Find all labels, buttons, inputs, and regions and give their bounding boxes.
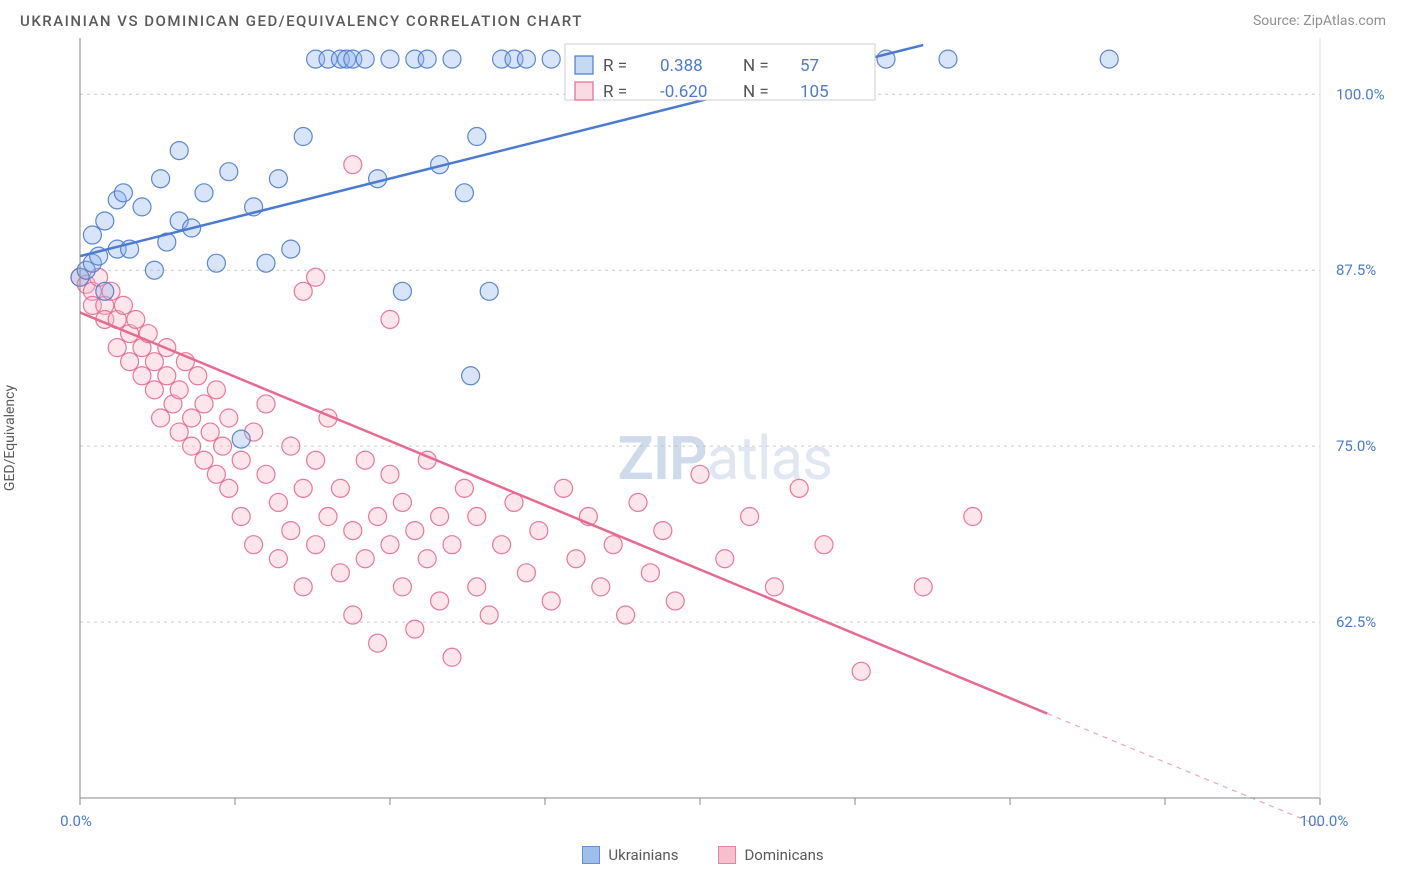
legend-label: Dominicans	[744, 846, 823, 864]
chart-title: UKRAINIAN VS DOMINICAN GED/EQUIVALENCY C…	[20, 12, 583, 30]
svg-text:N =: N =	[743, 82, 769, 102]
svg-text:R =: R =	[603, 82, 627, 102]
svg-text:R =: R =	[603, 56, 627, 76]
svg-text:100.0%: 100.0%	[1300, 812, 1349, 830]
source-label: Source: ZipAtlas.com	[1253, 13, 1386, 29]
svg-text:0.0%: 0.0%	[60, 812, 92, 830]
svg-text:87.5%: 87.5%	[1336, 261, 1376, 279]
svg-text:100.0%: 100.0%	[1336, 85, 1385, 103]
legend-swatch	[582, 846, 600, 864]
scatter-chart: 62.5%75.0%87.5%100.0%ZIPatlas0.0%100.0%R…	[20, 38, 1386, 838]
legend-label: Ukrainians	[608, 846, 678, 864]
svg-text:105: 105	[800, 82, 829, 102]
chart-container: GED/Equivalency 62.5%75.0%87.5%100.0%ZIP…	[20, 38, 1386, 838]
svg-text:N =: N =	[743, 56, 769, 76]
y-axis-label: GED/Equivalency	[2, 385, 18, 491]
svg-text:-0.620: -0.620	[660, 82, 707, 102]
svg-text:62.5%: 62.5%	[1336, 613, 1376, 631]
svg-text:75.0%: 75.0%	[1336, 437, 1376, 455]
legend-swatch	[718, 846, 736, 864]
svg-text:0.388: 0.388	[660, 56, 703, 76]
bottom-legend: Ukrainians Dominicans	[0, 846, 1406, 864]
legend-item: Ukrainians	[582, 846, 678, 864]
legend-item: Dominicans	[718, 846, 823, 864]
svg-text:57: 57	[800, 56, 819, 76]
